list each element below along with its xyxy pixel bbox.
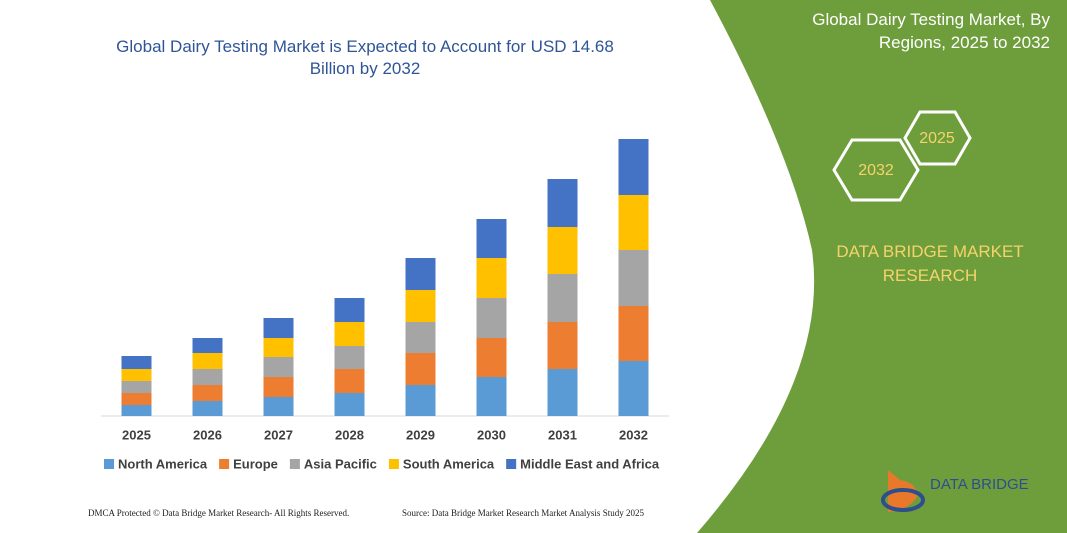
x-tick-label: 2026	[193, 427, 222, 442]
bar-segment	[405, 322, 436, 353]
x-tick-label: 2025	[122, 427, 151, 442]
bar-segment	[405, 290, 436, 322]
bar-segment	[618, 361, 649, 416]
legend-swatch	[104, 459, 114, 469]
bar-segment	[476, 219, 507, 258]
bar-segment	[547, 179, 578, 227]
bar-segment	[192, 385, 223, 401]
title-box: Global Dairy Testing Market is Expected …	[116, 37, 614, 78]
x-tick-label: 2031	[548, 427, 577, 442]
bar-segment	[334, 322, 365, 346]
bar-segment	[263, 397, 294, 416]
bar-segment	[405, 385, 436, 416]
hex-label: 2025	[919, 130, 955, 147]
bar-segment	[192, 401, 223, 416]
bar-segment	[192, 338, 223, 353]
bar-segment	[121, 369, 152, 381]
bar-segment	[263, 377, 294, 397]
legend-swatch	[388, 459, 399, 469]
hexagon	[832, 138, 920, 202]
bar-segment	[334, 393, 365, 416]
bar-segment	[192, 369, 223, 385]
bar-segment	[263, 357, 294, 377]
x-tick-label: 2028	[335, 427, 364, 442]
bar-segment	[618, 139, 649, 195]
bar-segment	[334, 369, 365, 393]
hexagon	[903, 110, 972, 166]
footer-right: Source: Data Bridge Market Research Mark…	[402, 508, 644, 518]
legend-label: Middle East and Africa	[520, 456, 660, 471]
x-tick-label: 2032	[619, 427, 648, 442]
bar-segment	[547, 369, 578, 416]
bar-segment	[263, 338, 294, 357]
legend-label: Asia Pacific	[304, 456, 377, 471]
bar-segment	[476, 258, 507, 298]
legend-swatch	[219, 459, 230, 469]
bar-segment	[121, 381, 152, 393]
bar-segment	[334, 346, 365, 369]
legend-label: North America	[118, 456, 208, 471]
bar-segment	[263, 318, 294, 338]
bar-segment	[476, 377, 507, 416]
bar-segment	[405, 258, 436, 290]
x-tick-label: 2029	[406, 427, 435, 442]
x-tick-label: 2030	[477, 427, 506, 442]
side-panel	[697, 0, 1067, 533]
bar-segment	[334, 298, 365, 322]
bar-segment	[405, 353, 436, 385]
chart-title: Global Dairy Testing Market is Expected …	[116, 37, 614, 78]
footer-left: DMCA Protected © Data Bridge Market Rese…	[88, 508, 349, 518]
bar-segment	[121, 405, 152, 416]
bar-segment	[476, 338, 507, 377]
logo-text: DATA BRIDGE	[930, 476, 1029, 493]
bar-segment	[121, 393, 152, 405]
bar-segment	[547, 227, 578, 274]
panel-title: Global Dairy Testing Market, By Regions,…	[812, 10, 1050, 52]
bar-segment	[547, 274, 578, 322]
panel-title-box: Global Dairy Testing Market, By Regions,…	[812, 10, 1050, 52]
logo-mark	[881, 488, 925, 512]
bar-segment	[547, 322, 578, 369]
legend-label: Europe	[233, 456, 278, 471]
legend-label: South America	[403, 456, 495, 471]
bar-segment	[476, 298, 507, 338]
legend-swatch	[289, 459, 300, 469]
x-tick-label: 2027	[264, 427, 293, 442]
bar-segment	[618, 306, 649, 361]
brand-box: DATA BRIDGE MARKET RESEARCH	[836, 242, 1024, 285]
brand-text: DATA BRIDGE MARKET RESEARCH	[836, 242, 1024, 285]
bar-segment	[121, 356, 152, 369]
hex-label: 2032	[858, 162, 894, 179]
bar-segment	[192, 353, 223, 369]
bar-segment	[618, 250, 649, 306]
bar-segment	[618, 195, 649, 250]
legend-swatch	[506, 459, 517, 469]
